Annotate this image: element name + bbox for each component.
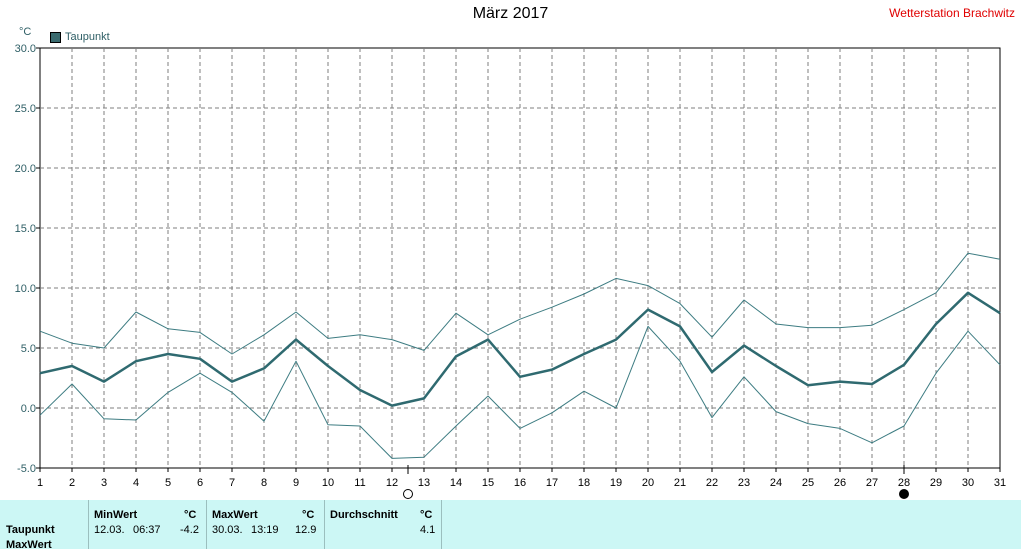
x-tick-label: 14 bbox=[450, 477, 462, 489]
stats-divider bbox=[206, 500, 207, 549]
avg-unit: °C bbox=[420, 509, 433, 521]
legend: Taupunkt bbox=[50, 31, 110, 43]
x-tick-label: 27 bbox=[866, 477, 878, 489]
x-tick-label: 20 bbox=[642, 477, 654, 489]
x-tick-label: 19 bbox=[610, 477, 622, 489]
x-tick-label: 6 bbox=[197, 477, 203, 489]
y-axis-unit: °C bbox=[19, 26, 32, 38]
x-tick-label: 24 bbox=[770, 477, 782, 489]
station-name: Wetterstation Brachwitz bbox=[889, 6, 1015, 20]
max-value: 12.9 bbox=[295, 524, 317, 536]
x-tick-label: 10 bbox=[322, 477, 334, 489]
x-tick-label: 22 bbox=[706, 477, 718, 489]
x-tick-label: 16 bbox=[514, 477, 526, 489]
x-tick-label: 21 bbox=[674, 477, 686, 489]
y-tick-label: 15.0 bbox=[15, 223, 36, 235]
min-unit: °C bbox=[184, 509, 197, 521]
min-header: MinWert bbox=[94, 509, 138, 521]
avg-header: Durchschnitt bbox=[330, 509, 398, 521]
y-tick-label: 5.0 bbox=[21, 343, 36, 355]
x-tick-label: 30 bbox=[962, 477, 974, 489]
stats-panel: MinWert °C MaxWert °C Durchschnitt °C Ta… bbox=[0, 500, 1021, 551]
stats-divider bbox=[88, 500, 89, 549]
y-tick-label: 30.0 bbox=[15, 43, 36, 55]
full-moon-icon bbox=[899, 489, 909, 499]
x-tick-label: 29 bbox=[930, 477, 942, 489]
x-tick-label: 3 bbox=[101, 477, 107, 489]
series-line-avg bbox=[39, 291, 1001, 407]
max-date: 30.03. bbox=[212, 524, 243, 536]
series-line-max bbox=[39, 252, 1001, 355]
x-tick-label: 28 bbox=[898, 477, 910, 489]
x-tick-label: 25 bbox=[802, 477, 814, 489]
max-header: MaxWert bbox=[212, 509, 258, 521]
y-tick-label: -5.0 bbox=[17, 463, 36, 475]
x-tick-label: 31 bbox=[994, 477, 1006, 489]
x-tick-label: 4 bbox=[133, 477, 139, 489]
x-tick-label: 26 bbox=[834, 477, 846, 489]
new-moon-icon bbox=[403, 489, 413, 499]
x-tick-label: 9 bbox=[293, 477, 299, 489]
x-tick-label: 11 bbox=[354, 477, 365, 489]
legend-swatch bbox=[50, 31, 61, 43]
legend-label: Taupunkt bbox=[65, 31, 110, 43]
min-date: 12.03. bbox=[94, 524, 125, 536]
x-tick-label: 18 bbox=[578, 477, 590, 489]
max-unit: °C bbox=[302, 509, 315, 521]
y-tick-label: 10.0 bbox=[15, 283, 36, 295]
y-tick-label: 25.0 bbox=[15, 103, 36, 115]
max-time: 13:19 bbox=[251, 524, 279, 536]
y-tick-label: 0.0 bbox=[21, 403, 36, 415]
x-tick-label: 12 bbox=[386, 477, 398, 489]
series-line-min bbox=[39, 325, 1001, 459]
x-tick-label: 7 bbox=[229, 477, 235, 489]
x-tick-label: 8 bbox=[261, 477, 267, 489]
chart-title: März 2017 bbox=[472, 5, 549, 22]
row-label-taupunkt: Taupunkt bbox=[6, 524, 55, 536]
avg-value: 4.1 bbox=[420, 524, 436, 536]
y-tick-label: 20.0 bbox=[15, 163, 36, 175]
x-tick-label: 13 bbox=[418, 477, 430, 489]
x-tick-label: 2 bbox=[69, 477, 75, 489]
x-tick-label: 23 bbox=[738, 477, 750, 489]
min-value: -4.2 bbox=[180, 524, 199, 536]
min-time: 06:37 bbox=[133, 524, 161, 536]
x-tick-label: 1 bbox=[37, 477, 43, 489]
x-tick-label: 15 bbox=[482, 477, 494, 489]
stats-divider bbox=[441, 500, 442, 549]
x-tick-label: 5 bbox=[165, 477, 171, 489]
stats-divider bbox=[324, 500, 325, 549]
dewpoint-chart: 30.025.020.015.010.05.00.0-5.01 2 3 4 5 6 7 8 9 1… bbox=[15, 43, 1006, 499]
x-tick-label: 17 bbox=[546, 477, 558, 489]
row-label-maxwert: MaxWert bbox=[6, 539, 52, 551]
